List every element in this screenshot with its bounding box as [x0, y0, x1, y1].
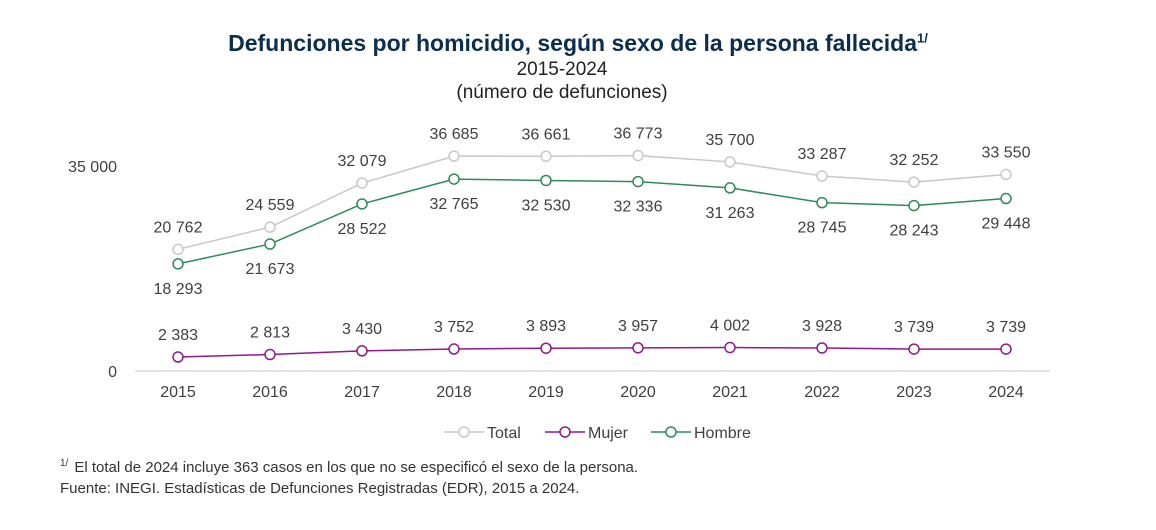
data-point-total: [172, 243, 184, 256]
data-label-mujer: 2 813: [250, 325, 290, 342]
data-point-total: [356, 177, 368, 189]
data-label-hombre: 32 765: [430, 196, 479, 213]
y-tick-label: 35 000: [68, 159, 117, 176]
data-label-hombre: 28 745: [798, 220, 847, 237]
data-label-hombre: 29 448: [982, 216, 1031, 233]
data-label-mujer: 3 928: [802, 318, 842, 335]
data-point-hombre: [816, 196, 828, 209]
data-point-mujer: [1000, 343, 1012, 355]
series-line-total: [177, 154, 1007, 251]
data-point-total: [632, 149, 644, 162]
data-label-mujer: 3 893: [526, 318, 566, 335]
data-point-mujer: [356, 345, 368, 357]
data-label-total: 35 700: [706, 132, 755, 149]
x-tick-label: 2018: [436, 384, 472, 401]
data-point-hombre: [540, 174, 552, 187]
data-point-total: [816, 170, 828, 182]
data-label-hombre: 31 263: [706, 205, 755, 222]
data-point-total: [264, 221, 276, 233]
legend-label-hombre: Hombre: [694, 425, 751, 442]
data-point-total: [540, 150, 552, 163]
data-label-mujer: 3 752: [434, 319, 474, 336]
data-point-hombre: [632, 175, 644, 188]
footnote-note: 1/El total de 2024 incluye 363 casos en …: [60, 458, 638, 476]
legend-marker-mujer: [559, 426, 571, 438]
data-label-total: 20 762: [154, 219, 203, 236]
data-point-mujer: [540, 342, 552, 354]
data-point-total: [724, 156, 736, 168]
data-label-total: 32 252: [890, 152, 939, 169]
legend-label-total: Total: [487, 425, 521, 442]
data-point-mujer: [724, 341, 736, 354]
chart-subtitle: 2015-2024: [516, 59, 608, 80]
data-label-total: 33 550: [982, 144, 1031, 161]
data-label-hombre: 18 293: [154, 281, 203, 298]
x-tick-label: 2021: [712, 384, 748, 401]
legend-marker-hombre: [665, 426, 677, 438]
x-tick-label: 2022: [804, 384, 840, 401]
data-point-hombre: [908, 199, 920, 212]
series-line-hombre: [177, 178, 1007, 265]
data-label-total: 36 685: [430, 126, 479, 143]
data-point-hombre: [1000, 192, 1012, 205]
data-point-mujer: [632, 342, 644, 354]
data-label-hombre: 21 673: [246, 261, 295, 278]
data-point-total: [448, 150, 460, 162]
chart-unit-label: (número de defunciones): [456, 82, 668, 103]
data-label-mujer: 3 739: [986, 319, 1026, 336]
title-footnote-marker: 1/: [917, 30, 928, 46]
x-tick-label: 2019: [528, 384, 564, 401]
data-label-hombre: 28 522: [338, 221, 387, 238]
x-tick-label: 2015: [160, 384, 196, 401]
data-point-hombre: [172, 258, 184, 270]
series-line-mujer: [177, 346, 1006, 358]
data-point-hombre: [448, 173, 460, 185]
data-point-mujer: [448, 343, 460, 355]
data-label-mujer: 2 383: [158, 327, 198, 344]
data-label-mujer: 3 430: [342, 321, 382, 338]
data-label-total: 36 661: [522, 126, 571, 143]
data-point-hombre: [356, 198, 368, 210]
data-point-hombre: [264, 238, 276, 250]
data-point-hombre: [724, 182, 736, 194]
chart-title-text: Defunciones por homicidio, según sexo de…: [228, 30, 918, 56]
x-tick-label: 2024: [988, 384, 1024, 401]
data-point-total: [1000, 168, 1012, 181]
x-tick-label: 2017: [344, 384, 380, 401]
data-point-mujer: [908, 343, 920, 355]
data-label-hombre: 32 336: [614, 199, 663, 216]
data-label-mujer: 4 002: [710, 318, 750, 335]
y-tick-label: 0: [108, 364, 117, 381]
data-label-total: 33 287: [798, 146, 847, 163]
data-label-hombre: 32 530: [522, 197, 571, 214]
footnote-marker: 1/: [60, 458, 69, 469]
data-point-mujer: [172, 351, 184, 363]
x-tick-label: 2023: [896, 384, 932, 401]
data-label-hombre: 28 243: [890, 223, 939, 240]
footnote-source: Fuente: INEGI. Estadísticas de Defuncion…: [60, 480, 580, 497]
chart-title: Defunciones por homicidio, según sexo de…: [0, 30, 1156, 57]
data-label-total: 32 079: [338, 153, 387, 170]
legend-label-mujer: Mujer: [588, 425, 629, 442]
x-tick-label: 2016: [252, 384, 288, 401]
data-point-total: [908, 176, 920, 188]
data-label-mujer: 3 739: [894, 319, 934, 336]
data-label-total: 24 559: [246, 197, 295, 214]
data-point-mujer: [816, 342, 828, 354]
data-label-total: 36 773: [614, 126, 663, 143]
x-tick-label: 2020: [620, 384, 656, 401]
legend-marker-total: [458, 426, 470, 438]
footnote-note-text: El total de 2024 incluye 363 casos en lo…: [74, 459, 639, 476]
data-label-mujer: 3 957: [618, 318, 658, 335]
data-point-mujer: [264, 348, 276, 361]
